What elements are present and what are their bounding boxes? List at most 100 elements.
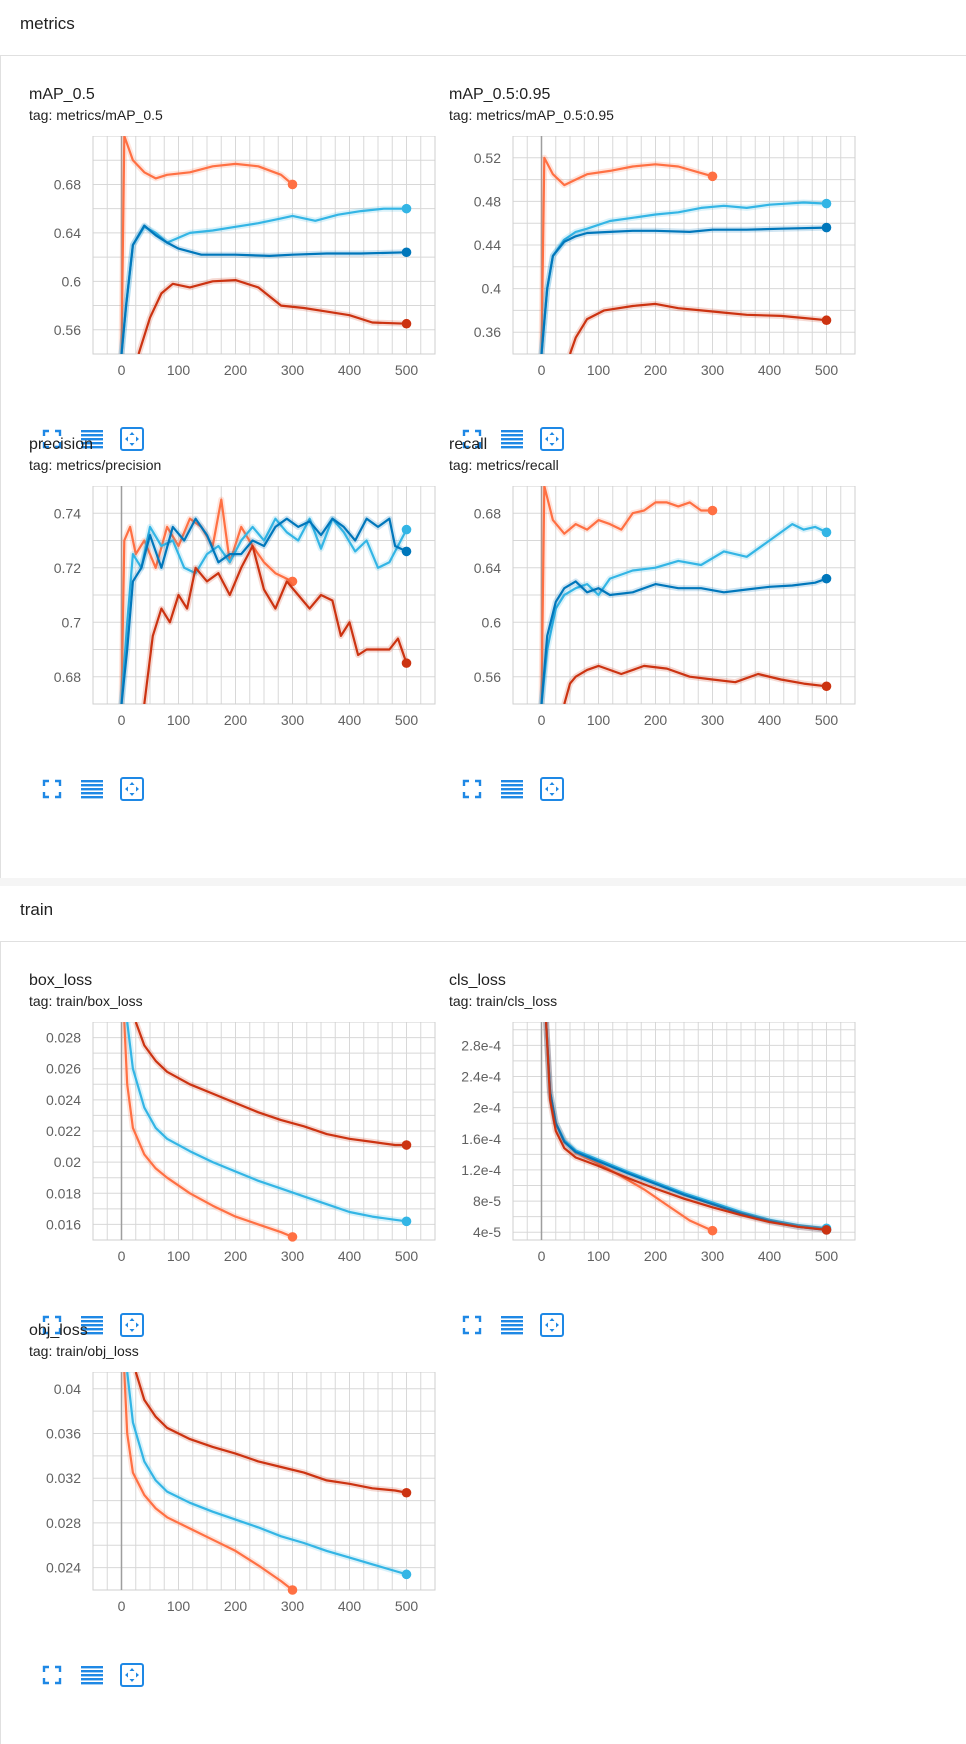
chart-plot[interactable]: 0 100 200 300 400 500 0.024 0.028 0.032 0.036 0.04 (1, 1372, 441, 1612)
series-line-orange[interactable] (123, 1022, 293, 1238)
y-tick-label: 0.028 (46, 1515, 81, 1531)
series-end-point-red (401, 1140, 412, 1150)
y-tick-label: 0.56 (474, 669, 501, 685)
chart-tag: tag: train/cls_loss (449, 993, 558, 1009)
series-line-lightblue[interactable] (120, 517, 408, 704)
series-line-lightblue[interactable] (126, 1022, 407, 1223)
series-end-point-darkblue (821, 222, 832, 233)
toggle-log-scale-icon[interactable] (79, 1312, 105, 1338)
x-tick-label: 500 (395, 1598, 419, 1612)
series-line-orange[interactable] (540, 486, 713, 704)
plot-frame (92, 486, 436, 705)
y-tick-label: 0.022 (46, 1123, 81, 1139)
metrics-section-body: mAP_0.5 tag: metrics/mAP_0.5 0 100 200 300 400… (0, 56, 966, 878)
train-section-header[interactable]: train (0, 886, 966, 942)
y-tick-label: 0.48 (474, 193, 501, 209)
series-line-red[interactable] (143, 544, 408, 704)
series-line-red[interactable] (545, 1022, 827, 1231)
plot-frame (92, 1372, 436, 1591)
x-tick-label: 200 (224, 1248, 248, 1262)
chart-card: box_loss tag: train/box_loss 0 100 200 300 400… (1, 942, 441, 1337)
x-tick-label: 300 (281, 1598, 305, 1612)
x-tick-label: 300 (281, 712, 305, 726)
chart-plot[interactable]: 0 100 200 300 400 500 0.56 0.6 0.64 0.68 (421, 486, 861, 726)
fit-domain-icon[interactable] (119, 1312, 145, 1338)
x-tick-label: 400 (758, 362, 782, 376)
series-line-orange[interactable] (123, 1372, 294, 1590)
chart-plot[interactable]: 0 100 200 300 400 500 0.016 0.018 0.02 0.022 0.024… (1, 1022, 441, 1262)
plot-frame (512, 486, 856, 705)
chart-title: recall (449, 436, 488, 453)
series-end-point-lightblue (401, 1216, 412, 1227)
fit-to-screen-icon[interactable] (39, 426, 65, 452)
fit-domain-icon[interactable] (119, 776, 145, 802)
x-tick-label: 300 (701, 362, 725, 376)
y-tick-label: 2.4e-4 (461, 1069, 501, 1085)
x-tick-label: 400 (758, 1248, 782, 1262)
x-tick-label: 0 (538, 362, 546, 376)
toggle-log-scale-icon[interactable] (79, 776, 105, 802)
series-line-darkblue[interactable] (120, 517, 407, 704)
fit-domain-icon[interactable] (539, 1312, 565, 1338)
series-line-orange[interactable] (540, 156, 713, 354)
y-tick-label: 0.36 (474, 324, 501, 340)
y-tick-label: 0.72 (54, 560, 81, 576)
chart-card: mAP_0.5 tag: metrics/mAP_0.5 0 100 200 300 400… (1, 56, 441, 451)
toggle-log-scale-icon[interactable] (499, 776, 525, 802)
series-end-point-orange (707, 505, 718, 516)
series-end-point-red (401, 1487, 412, 1498)
x-tick-label: 100 (167, 362, 191, 376)
toggle-log-scale-icon[interactable] (499, 426, 525, 452)
chart-plot[interactable]: 0 100 200 300 400 500 4e-5 8e-5 1.2e-4 1.6e-4 2e-4… (421, 1022, 861, 1262)
fit-domain-icon[interactable] (119, 1662, 145, 1688)
x-tick-label: 100 (587, 1248, 611, 1262)
fit-to-screen-icon[interactable] (39, 1312, 65, 1338)
y-tick-label: 0.68 (54, 669, 81, 685)
metrics-section-header[interactable]: metrics (0, 0, 966, 56)
series-line-darkblue[interactable] (540, 226, 827, 354)
toggle-log-scale-icon[interactable] (499, 1312, 525, 1338)
fit-domain-icon[interactable] (539, 426, 565, 452)
x-tick-label: 500 (395, 1248, 419, 1262)
fit-to-screen-icon[interactable] (459, 776, 485, 802)
chart-card: precision tag: metrics/precision 0 100 200 30… (1, 406, 441, 801)
chart-plot[interactable]: 0 100 200 300 400 500 0.68 0.7 0.72 0.74 (1, 486, 441, 726)
toggle-log-scale-icon[interactable] (79, 426, 105, 452)
series-line-red[interactable] (134, 1022, 407, 1147)
x-tick-label: 100 (587, 712, 611, 726)
series-line-red[interactable] (568, 302, 827, 354)
chart-plot[interactable]: 0 100 200 300 400 500 0.36 0.4 0.44 0.48 0.52 (421, 136, 861, 376)
series-line-lightblue[interactable] (126, 1372, 407, 1576)
series-end-point-lightblue (401, 524, 412, 535)
x-tick-label: 200 (644, 712, 668, 726)
x-tick-label: 300 (701, 1248, 725, 1262)
series-line-darkblue[interactable] (540, 577, 827, 704)
series-line-red[interactable] (137, 279, 407, 354)
y-tick-label: 0.036 (46, 1425, 81, 1441)
fit-to-screen-icon[interactable] (39, 1662, 65, 1688)
fit-domain-icon[interactable] (539, 776, 565, 802)
y-tick-label: 0.68 (54, 176, 81, 192)
chart-card: obj_loss tag: train/obj_loss 0 100 200 300 400… (1, 1292, 441, 1687)
y-tick-label: 0.6 (62, 273, 82, 289)
y-tick-label: 0.028 (46, 1030, 81, 1046)
gridlines (512, 1022, 856, 1240)
fit-to-screen-icon[interactable] (459, 1312, 485, 1338)
series-line-darkblue[interactable] (120, 224, 407, 354)
fit-domain-icon[interactable] (119, 426, 145, 452)
series-end-point-orange (707, 171, 718, 182)
series-end-point-darkblue (401, 247, 412, 258)
series-line-red[interactable] (563, 664, 827, 704)
toggle-log-scale-icon[interactable] (79, 1662, 105, 1688)
fit-to-screen-icon[interactable] (39, 776, 65, 802)
chart-plot[interactable]: 0 100 200 300 400 500 0.56 0.6 0.64 0.68 (1, 136, 441, 376)
series-end-point-orange (287, 1232, 298, 1242)
series-line-orange[interactable] (120, 136, 294, 354)
series-line-lightblue[interactable] (540, 522, 827, 704)
fit-to-screen-icon[interactable] (459, 426, 485, 452)
y-tick-label: 0.7 (62, 614, 82, 630)
x-tick-label: 100 (167, 1598, 191, 1612)
series-line-red[interactable] (134, 1372, 407, 1494)
series-end-point-darkblue (401, 546, 412, 557)
x-tick-label: 400 (338, 1598, 362, 1612)
